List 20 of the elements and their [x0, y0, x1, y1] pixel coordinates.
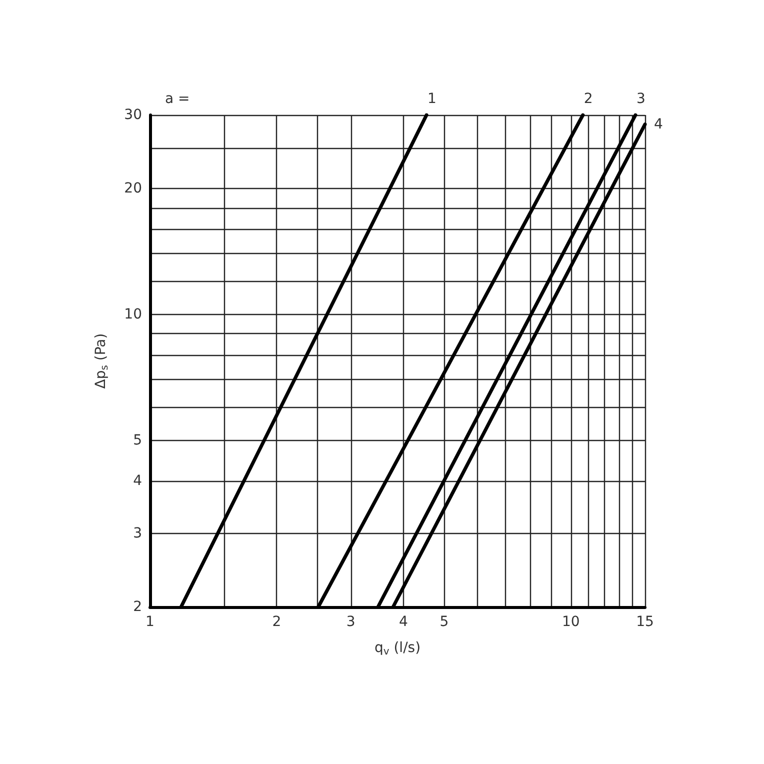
y-tick-label: 20 [124, 180, 142, 197]
y-axis-title: Δps (Pa) [93, 333, 110, 389]
y-tick-label: 30 [124, 107, 142, 123]
series-label: 1 [428, 91, 436, 107]
series-label: 3 [636, 91, 646, 107]
text: a = [165, 91, 190, 107]
y-tick-label: 10 [124, 306, 142, 323]
x-tick-label: 1 [146, 614, 154, 630]
y-tick-label: 4 [133, 473, 142, 490]
x-tick-label: 5 [440, 614, 449, 630]
x-tick-label: 3 [346, 614, 356, 630]
series-label: 4 [654, 116, 663, 132]
series-label: 2 [584, 91, 593, 107]
x-tick-label: 10 [562, 614, 580, 630]
x-tick-label: 15 [636, 614, 654, 630]
y-tick-label: 3 [133, 525, 142, 542]
x-tick-label: 2 [272, 614, 282, 630]
y-tick-label: 5 [133, 432, 142, 449]
x-tick-label: 4 [398, 614, 408, 630]
y-tick-label: 2 [133, 599, 142, 615]
